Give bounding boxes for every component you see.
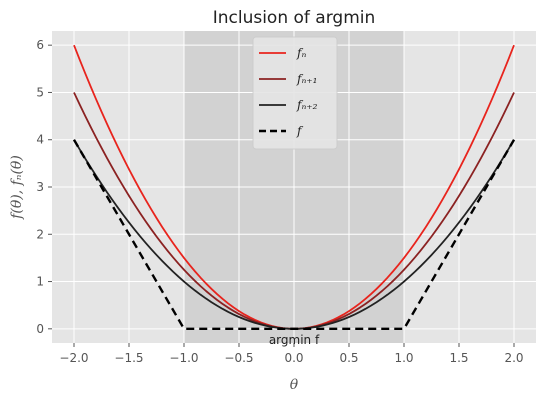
y-tick-label: 2	[36, 227, 44, 241]
legend-label: fₙ₊₂	[296, 98, 318, 112]
x-tick-label: 1.0	[394, 351, 413, 365]
legend-box	[252, 36, 338, 150]
y-tick-label: 4	[36, 133, 44, 147]
y-tick-label: 5	[36, 85, 44, 99]
x-tick-label: −0.5	[224, 351, 253, 365]
series-line-3	[72, 139, 516, 331]
x-tick-label: 0.5	[339, 351, 358, 365]
y-tick-label: 6	[36, 38, 44, 52]
x-tick-label: 0.0	[284, 351, 303, 365]
x-axis-label: θ	[290, 377, 299, 393]
x-tick-label: 1.5	[449, 351, 468, 365]
legend-label: f	[296, 124, 304, 138]
y-tick-label: 0	[36, 322, 44, 336]
y-axis-label: f(θ), fₙ(θ)	[9, 155, 25, 220]
x-tick-label: 2.0	[504, 351, 523, 365]
chart-title: Inclusion of argmin	[213, 8, 376, 28]
y-tick-label: 1	[36, 275, 44, 289]
argmin-annotation: argmin f	[269, 333, 320, 347]
x-tick-label: −2.0	[59, 351, 88, 365]
legend-label: fₙ	[296, 46, 306, 60]
x-tick-label: −1.0	[169, 351, 198, 365]
x-tick-label: −1.5	[114, 351, 143, 365]
legend-label: fₙ₊₁	[296, 72, 317, 86]
legend: fₙ fₙ₊₁ fₙ₊₂ f	[252, 36, 338, 150]
y-tick-label: 3	[36, 180, 44, 194]
